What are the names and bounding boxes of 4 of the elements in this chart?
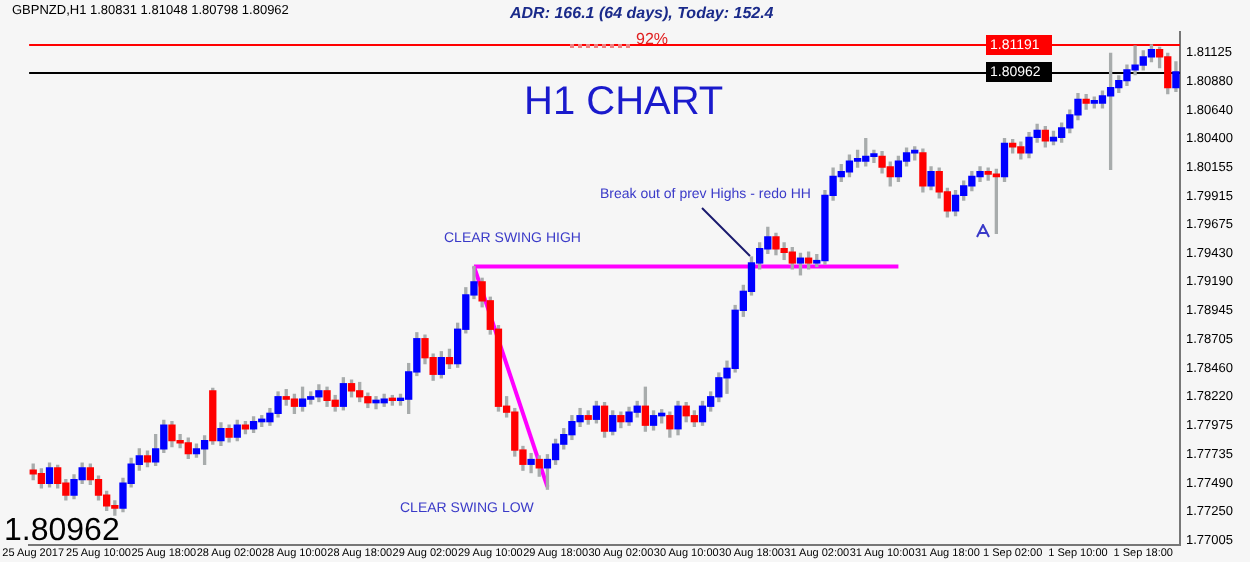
annotation: 1.80962 <box>4 514 120 548</box>
text: H1 CHART <box>524 80 724 126</box>
annotation: 92% <box>636 30 669 48</box>
text: ADR: 166.1 (64 days), Today: 152.4 <box>510 4 774 22</box>
